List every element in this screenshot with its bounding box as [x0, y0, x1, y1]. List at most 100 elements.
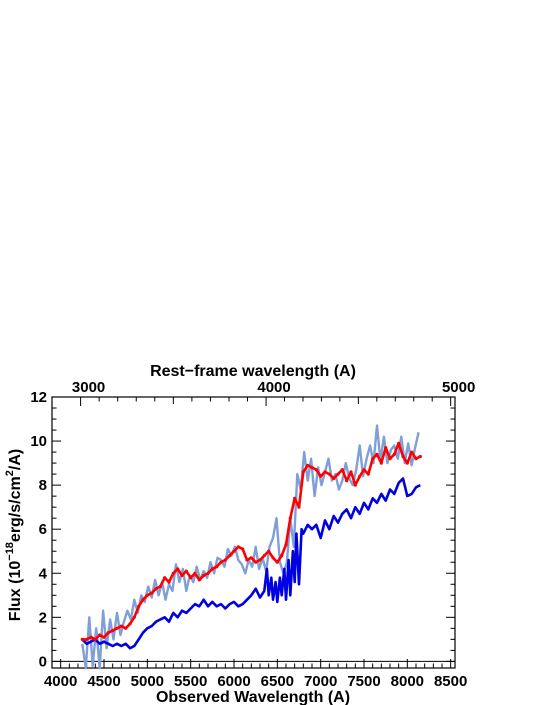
series-point-2	[388, 457, 392, 461]
series-point-2	[236, 545, 240, 549]
series-point-2	[223, 558, 227, 562]
x-tick-label: 5000	[131, 673, 164, 690]
series-layer	[80, 424, 422, 670]
series-point-2	[106, 631, 110, 635]
series-point-2	[375, 452, 379, 456]
series-point-2	[258, 558, 262, 562]
x-tick-label: 4500	[87, 673, 120, 690]
x-tick-label: 7000	[304, 673, 337, 690]
top-tick-label: 3000	[72, 379, 105, 396]
y-axis-title-exp1: −18	[4, 542, 16, 561]
x-tick-label: 7500	[347, 673, 380, 690]
y-tick-label: 2	[39, 609, 47, 626]
series-point-2	[206, 571, 210, 575]
series-point-2	[171, 571, 175, 575]
series-point-2	[293, 496, 297, 500]
series-point-2	[301, 470, 305, 474]
series-point-2	[267, 549, 271, 553]
series-point-2	[319, 474, 323, 478]
series-point-2	[392, 452, 396, 456]
series-point-2	[228, 554, 232, 558]
series-point-2	[314, 468, 318, 472]
series-point-2	[379, 461, 383, 465]
series-point-2	[85, 637, 89, 642]
series-point-2	[202, 573, 206, 578]
x-tick-label: 5500	[174, 673, 207, 690]
series-point-2	[102, 635, 106, 639]
series-line-0	[81, 424, 420, 670]
series-point-2	[418, 454, 422, 459]
series-point-2	[115, 626, 119, 630]
y-axis-title-post: /A)	[7, 449, 24, 470]
series-point-2	[271, 556, 275, 560]
series-point-2	[132, 615, 136, 619]
series-point-2	[89, 635, 93, 639]
series-point-2	[184, 569, 188, 573]
series-point-2	[280, 554, 284, 558]
y-axis-title: Flux (10−18erg/s/cm2/A)	[4, 449, 24, 621]
series-point-2	[163, 576, 167, 580]
series-point-2	[414, 457, 418, 461]
x-tick-label: 6500	[261, 673, 294, 690]
y-tick-label: 0	[39, 653, 47, 670]
y-axis-title-pre: Flux (10	[7, 561, 24, 622]
series-point-2	[210, 567, 214, 571]
series-point-2	[98, 633, 102, 637]
series-point-2	[349, 470, 353, 474]
y-tick-label: 4	[39, 565, 48, 582]
y-tick-label: 10	[30, 433, 47, 450]
series-point-2	[245, 558, 249, 562]
series-point-2	[332, 476, 336, 481]
series-point-2	[176, 567, 180, 571]
series-point-2	[249, 556, 253, 560]
series-point-2	[362, 468, 366, 472]
series-point-2	[219, 560, 223, 564]
series-point-2	[323, 470, 327, 474]
series-point-2	[145, 593, 149, 597]
series-point-2	[197, 578, 201, 582]
y-tick-label: 8	[39, 477, 47, 494]
series-point-2	[397, 441, 401, 445]
series-point-2	[384, 446, 388, 450]
series-point-2	[111, 628, 115, 633]
series-point-2	[180, 573, 184, 578]
series-point-2	[154, 587, 158, 591]
series-point-2	[401, 454, 405, 459]
series-point-2	[336, 472, 340, 476]
series-point-2	[80, 637, 84, 642]
series-point-2	[93, 637, 97, 642]
series-line-1	[81, 477, 421, 650]
series-point-2	[141, 598, 145, 602]
series-point-2	[288, 516, 292, 520]
x-tick-label: 8000	[391, 673, 424, 690]
x-tick-label: 8500	[434, 673, 467, 690]
x-tick-label: 6000	[217, 673, 250, 690]
series-point-2	[284, 543, 288, 547]
series-point-2	[410, 450, 414, 454]
y-axis-title-mid: erg/s/cm	[7, 476, 24, 542]
series-point-2	[119, 624, 123, 628]
series-point-2	[327, 472, 331, 476]
series-point-2	[358, 474, 362, 478]
series-point-2	[310, 465, 314, 470]
series-point-2	[150, 591, 154, 595]
tick-labels: 4000 4500 5000 5500 6000 6500 7000 7500 8000 8500…	[30, 379, 475, 690]
series-point-2	[340, 468, 344, 472]
top-tick-label: 5000	[442, 379, 475, 396]
series-point-2	[306, 463, 310, 467]
series-point-2	[353, 483, 357, 487]
y-tick-label: 12	[30, 389, 47, 406]
series-point-2	[128, 622, 132, 626]
series-point-2	[405, 461, 409, 465]
x-tick-label: 4000	[44, 673, 77, 690]
y-tick-label: 6	[39, 521, 47, 538]
series-point-2	[232, 549, 236, 553]
series-point-2	[193, 571, 197, 575]
top-axis-title: Rest−frame wavelength (A)	[150, 363, 356, 380]
series-point-2	[366, 472, 370, 476]
series-point-2	[262, 554, 266, 558]
series-point-2	[158, 584, 162, 589]
y-axis-title-exp2: 2	[4, 470, 16, 476]
series-point-2	[371, 457, 375, 461]
